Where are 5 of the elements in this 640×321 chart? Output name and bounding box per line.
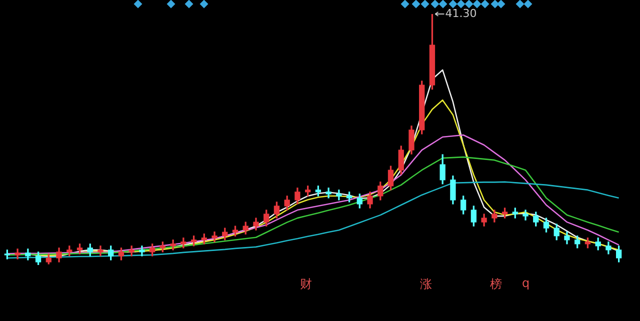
text: 财 <box>300 276 312 293</box>
text: 榜 <box>490 276 502 293</box>
text: q <box>522 276 530 290</box>
annotation: 41.30 <box>445 6 477 20</box>
text: 涨 <box>420 276 432 293</box>
